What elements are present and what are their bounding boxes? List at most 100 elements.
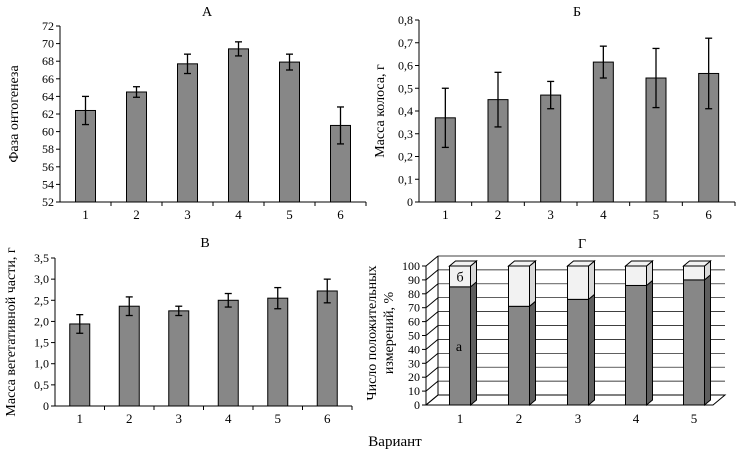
- chart-title: Б: [573, 5, 581, 20]
- bar: [228, 48, 249, 203]
- bar-segment-a: [567, 298, 589, 406]
- y-tick-label: 0,8: [398, 13, 413, 27]
- y-tick-label: 90: [408, 273, 420, 287]
- bar-top: [448, 260, 478, 267]
- bar-segment-a: [683, 279, 705, 406]
- x-tick-label: 3: [176, 411, 183, 426]
- y-tick-label: 1,0: [34, 357, 49, 371]
- y-tick-label: 56: [42, 160, 54, 174]
- side-gridline: [425, 366, 439, 378]
- y-tick-label: 62: [42, 107, 54, 121]
- bar-top: [566, 260, 596, 267]
- x-tick-label: 5: [691, 411, 698, 426]
- bar: [118, 305, 140, 407]
- bar: [69, 323, 91, 407]
- y-tick-label: 0,5: [34, 378, 49, 392]
- y-tick-label: 0,6: [398, 59, 413, 73]
- bar: [267, 297, 289, 407]
- x-tick-label: 6: [337, 207, 344, 222]
- chart-title: Г: [578, 237, 586, 252]
- x-tick-label: 3: [575, 411, 582, 426]
- x-tick-label: 5: [653, 207, 660, 222]
- bar-segment-b: [683, 265, 705, 281]
- side-gridline: [425, 380, 439, 392]
- y-tick-label: 68: [42, 54, 54, 68]
- side-gridline: [425, 297, 439, 309]
- y-tick-label: 0,2: [398, 150, 413, 164]
- side-gridline: [425, 394, 439, 406]
- y-axis-label: Масса колоса, г: [373, 64, 388, 158]
- bar-side-a: [704, 273, 711, 407]
- x-tick-label: 2: [516, 411, 523, 426]
- y-tick-label: 1,5: [34, 336, 49, 350]
- bar-segment-a: [508, 305, 530, 406]
- y-tick-label: 0: [407, 195, 413, 209]
- bar-segment-b: [567, 265, 589, 300]
- x-tick-label: 4: [235, 207, 242, 222]
- panel-b: 0 0,1 0,2 0,3 0,4 0,5 0,6 0,7 0,8 1 2 3 4 5 6 Б Масса ко…: [373, 5, 736, 222]
- y-axis-label: Число положительных измерений, %: [365, 265, 397, 400]
- bar: [217, 299, 239, 407]
- y-tick-label: 40: [408, 342, 420, 356]
- bar-side-b: [529, 259, 536, 308]
- x-tick-label: 1: [77, 411, 84, 426]
- y-tick-label: 20: [408, 370, 420, 384]
- y-tick-label: 72: [42, 19, 54, 33]
- bar-segment-b: [508, 265, 530, 307]
- bar-side-b: [588, 259, 595, 301]
- x-tick-label: 1: [442, 207, 449, 222]
- y-tick-label: 64: [42, 89, 54, 103]
- y-tick-label: 60: [408, 315, 420, 329]
- x-tick-label: 6: [324, 411, 331, 426]
- segment-label-a: а: [456, 340, 463, 355]
- chart-title: А: [202, 5, 213, 20]
- bar-side-a: [646, 279, 653, 407]
- y-tick-label: 30: [408, 356, 420, 370]
- x-tick-label: 3: [184, 207, 191, 222]
- y-tick-label: 3,0: [34, 272, 49, 286]
- side-gridline: [425, 269, 439, 281]
- bar: [168, 310, 190, 407]
- bar: [177, 63, 198, 203]
- x-tick-label: 4: [600, 207, 607, 222]
- bar: [540, 94, 562, 203]
- y-tick-label: 70: [408, 301, 420, 315]
- y-tick-label: 70: [42, 37, 54, 51]
- y-tick-label: 0,1: [398, 172, 413, 186]
- x-tick-label: 2: [495, 207, 502, 222]
- x-tick-label: 3: [547, 207, 554, 222]
- bar-top: [624, 260, 654, 267]
- x-tick-label: 1: [82, 207, 89, 222]
- bar-side-a: [529, 300, 536, 407]
- y-tick-label: 80: [408, 287, 420, 301]
- x-tick-label: 5: [286, 207, 293, 222]
- bar-top: [682, 260, 712, 267]
- bar-top: [507, 260, 537, 267]
- x-axis-caption: Вариант: [368, 434, 422, 450]
- bar-segment-b: [625, 265, 647, 286]
- bar-side-a: [588, 293, 595, 407]
- y-axis-label: Масса вегетативной части, г: [4, 247, 19, 416]
- y-tick-label: 2,0: [34, 314, 49, 328]
- bar-side-a: [470, 280, 477, 407]
- bar: [316, 290, 338, 407]
- y-tick-label: 100: [402, 259, 420, 273]
- y-tick-label: 54: [42, 177, 54, 191]
- x-tick-label: 2: [133, 207, 140, 222]
- y-tick-label: 52: [42, 195, 54, 209]
- side-gridline: [425, 311, 439, 322]
- y-tick-label: 0,3: [398, 127, 413, 141]
- side-gridline: [425, 255, 439, 267]
- segment-label-b: б: [456, 270, 463, 285]
- y-tick-label: 58: [42, 142, 54, 156]
- side-gridline: [425, 283, 439, 295]
- y-tick-label: 0: [414, 398, 420, 412]
- x-tick-label: 6: [705, 207, 712, 222]
- panel-c: 0 0,5 1,0 1,5 2,0 2,5 3,0 3,5 1 2 3 4 5 6 В Масса вегет…: [4, 236, 353, 426]
- y-tick-label: 2,5: [34, 293, 49, 307]
- y-tick-label: 0,4: [398, 104, 413, 118]
- side-gridline: [425, 325, 439, 336]
